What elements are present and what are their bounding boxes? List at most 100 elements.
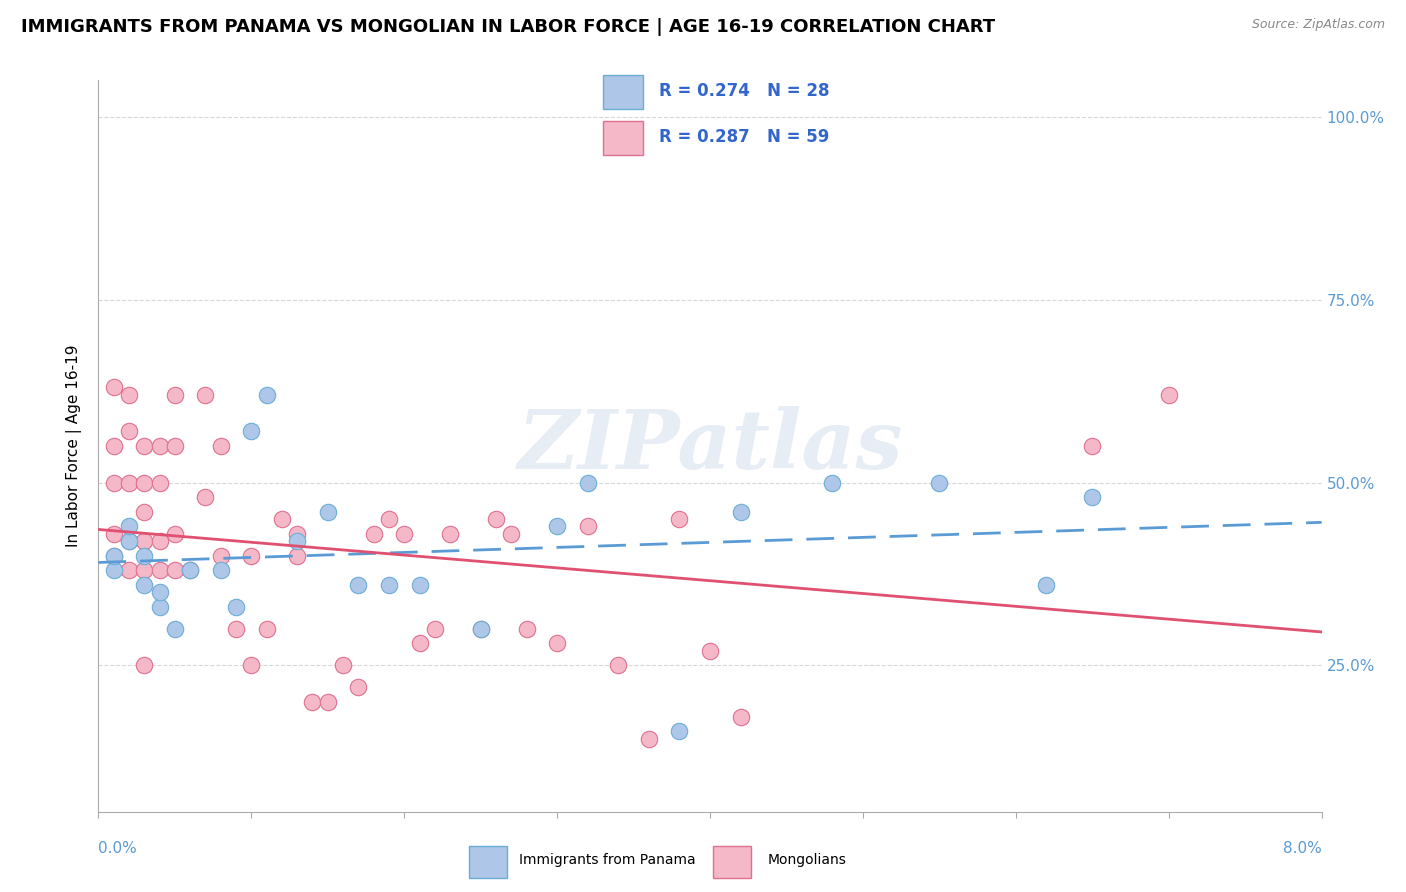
Point [546, 519, 568, 533]
Point [209, 439, 232, 453]
Point [546, 636, 568, 650]
Point [392, 526, 416, 541]
Point [316, 695, 339, 709]
Point [134, 549, 156, 563]
Point [103, 380, 125, 394]
FancyBboxPatch shape [713, 846, 751, 878]
Y-axis label: In Labor Force | Age 16-19: In Labor Force | Age 16-19 [66, 344, 83, 548]
Point [256, 622, 278, 636]
Point [134, 505, 156, 519]
Point [118, 425, 141, 439]
Point [378, 578, 401, 592]
Point [301, 695, 323, 709]
Point [821, 475, 844, 490]
Point [332, 658, 354, 673]
Point [163, 563, 186, 577]
Point [118, 519, 141, 533]
Point [209, 563, 232, 577]
Point [501, 526, 523, 541]
Point [347, 578, 370, 592]
Point [240, 425, 263, 439]
Point [730, 709, 752, 723]
Point [225, 622, 247, 636]
Point [285, 526, 308, 541]
Point [576, 519, 599, 533]
Point [149, 475, 172, 490]
Point [163, 526, 186, 541]
Point [1081, 490, 1104, 504]
Point [163, 388, 186, 402]
Point [607, 658, 630, 673]
Point [118, 388, 141, 402]
Text: Mongolians: Mongolians [768, 854, 846, 867]
Point [423, 622, 446, 636]
Point [408, 636, 430, 650]
Point [103, 549, 125, 563]
Point [103, 549, 125, 563]
Point [103, 526, 125, 541]
Point [118, 534, 141, 549]
Text: IMMIGRANTS FROM PANAMA VS MONGOLIAN IN LABOR FORCE | AGE 16-19 CORRELATION CHART: IMMIGRANTS FROM PANAMA VS MONGOLIAN IN L… [21, 18, 995, 36]
Point [134, 658, 156, 673]
Point [149, 563, 172, 577]
Point [163, 622, 186, 636]
Point [363, 526, 385, 541]
Text: 0.0%: 0.0% [98, 841, 138, 856]
Point [439, 526, 461, 541]
Point [408, 578, 430, 592]
Point [118, 563, 141, 577]
Point [179, 563, 201, 577]
Point [928, 475, 950, 490]
Point [668, 724, 690, 739]
Text: Source: ZipAtlas.com: Source: ZipAtlas.com [1251, 18, 1385, 31]
Point [699, 644, 721, 658]
Point [103, 563, 125, 577]
Text: R = 0.274   N = 28: R = 0.274 N = 28 [658, 82, 830, 100]
Point [118, 534, 141, 549]
Point [730, 505, 752, 519]
Point [103, 439, 125, 453]
Point [209, 549, 232, 563]
Point [194, 388, 217, 402]
Point [485, 512, 508, 526]
Point [637, 731, 661, 746]
Point [285, 549, 308, 563]
Point [470, 622, 492, 636]
Point [1035, 578, 1057, 592]
Point [149, 585, 172, 599]
Text: R = 0.287   N = 59: R = 0.287 N = 59 [658, 128, 830, 146]
Point [576, 475, 599, 490]
Text: Immigrants from Panama: Immigrants from Panama [519, 854, 696, 867]
Point [118, 475, 141, 490]
Point [149, 534, 172, 549]
Point [347, 681, 370, 695]
Point [256, 388, 278, 402]
Point [103, 475, 125, 490]
Point [378, 512, 401, 526]
Point [134, 439, 156, 453]
Point [179, 563, 201, 577]
Text: 8.0%: 8.0% [1282, 841, 1322, 856]
Point [240, 549, 263, 563]
Text: ZIPatlas: ZIPatlas [517, 406, 903, 486]
Point [240, 658, 263, 673]
Point [1157, 388, 1180, 402]
Point [1081, 439, 1104, 453]
Point [516, 622, 538, 636]
Point [470, 622, 492, 636]
Point [225, 599, 247, 614]
FancyBboxPatch shape [603, 121, 643, 155]
Point [285, 534, 308, 549]
Point [149, 439, 172, 453]
Point [194, 490, 217, 504]
Point [668, 512, 690, 526]
Point [134, 475, 156, 490]
Point [316, 505, 339, 519]
Point [134, 578, 156, 592]
FancyBboxPatch shape [603, 75, 643, 109]
Point [163, 439, 186, 453]
Point [134, 563, 156, 577]
FancyBboxPatch shape [468, 846, 508, 878]
Point [134, 534, 156, 549]
Point [149, 599, 172, 614]
